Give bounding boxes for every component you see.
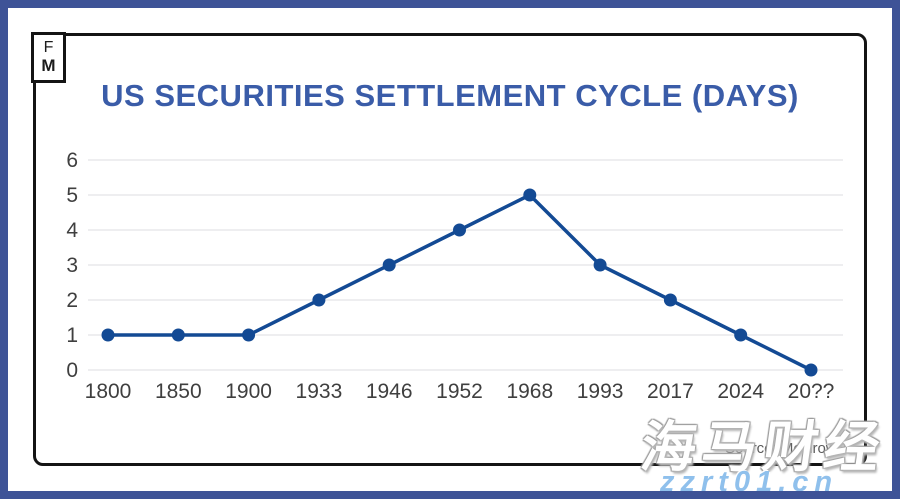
data-point-1850 <box>171 328 185 342</box>
y-tick-label-2: 2 <box>66 289 78 312</box>
x-tick-label-1900: 1900 <box>225 380 272 403</box>
data-point-2017 <box>663 293 677 307</box>
fm-logo-letter-m: M <box>41 55 56 75</box>
x-tick-label-1968: 1968 <box>506 380 553 403</box>
data-point-1946 <box>382 258 396 272</box>
fm-logo-letter-f: F <box>43 39 54 57</box>
watermark-url-text: zzrt01.cn <box>660 466 839 498</box>
data-point-1933 <box>312 293 326 307</box>
x-tick-label-1933: 1933 <box>296 380 343 403</box>
data-point-1952 <box>453 223 466 237</box>
y-tick-label-3: 3 <box>66 254 78 277</box>
x-tick-label-1952: 1952 <box>436 380 483 403</box>
x-tick-label-2024: 2024 <box>717 380 764 403</box>
chart-card <box>33 33 867 466</box>
chart-title: US SECURITIES SETTLEMENT CYCLE (DAYS) <box>101 78 799 113</box>
data-point-1900 <box>242 328 256 342</box>
settlement-cycle-line-chart: 0 1 2 3 4 5 6 1800 1850 1900 1933 1946 1952 1968 1993 2… <box>66 149 843 403</box>
x-tick-label-1850: 1850 <box>155 380 202 403</box>
x-tick-label-1800: 1800 <box>85 380 132 403</box>
y-tick-label-6: 6 <box>66 149 78 172</box>
source-note: Source: Mesirow <box>725 440 837 457</box>
data-point-20?? <box>804 363 818 377</box>
data-point-1968 <box>523 188 537 202</box>
series-line-settlement-days <box>106 193 813 372</box>
x-tick-label-20??: 20?? <box>788 380 835 403</box>
x-tick-label-1993: 1993 <box>577 380 624 403</box>
y-tick-label-1: 1 <box>66 324 78 347</box>
y-tick-label-5: 5 <box>66 184 78 207</box>
fm-logo: F M <box>31 32 66 83</box>
y-tick-label-4: 4 <box>66 219 78 242</box>
data-point-1993 <box>593 258 607 272</box>
data-point-1800 <box>101 328 115 342</box>
x-tick-label-1946: 1946 <box>366 380 413 403</box>
x-tick-label-2017: 2017 <box>647 380 694 403</box>
data-point-2024 <box>734 328 748 342</box>
y-tick-label-0: 0 <box>66 359 78 382</box>
